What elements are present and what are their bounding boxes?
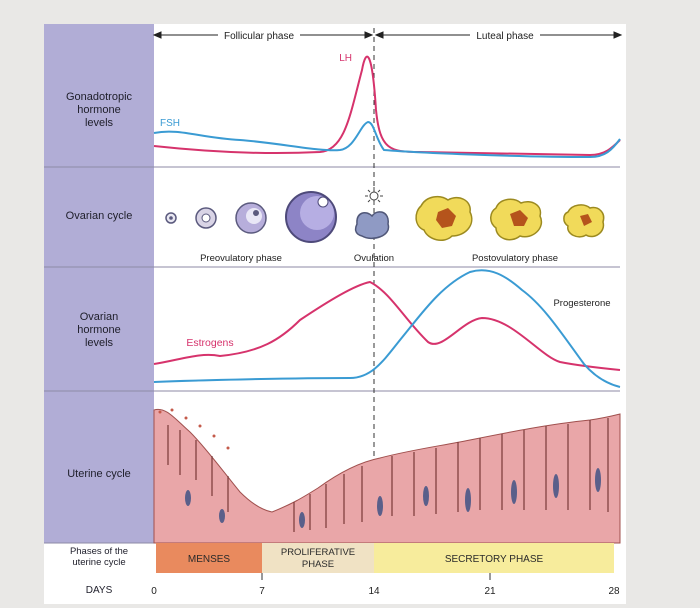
ovulation-label: Ovulation: [354, 253, 394, 264]
day-7: 7: [259, 586, 265, 597]
day-0: 0: [151, 586, 157, 597]
ovarian-cycle-label: Ovarian cycle: [44, 210, 154, 223]
fsh-curve: [153, 120, 621, 159]
ovarian-hormone-label: Ovarian hormone levels: [44, 311, 154, 350]
endometrium-illustration: [153, 408, 621, 544]
postovulatory-label: Postovulatory phase: [472, 253, 558, 264]
uterine-phases-line-2: uterine cycle: [72, 557, 126, 568]
preovulatory-label: Preovulatory phase: [200, 253, 282, 264]
uterine-phases-label: Phases of the uterine cycle: [44, 546, 154, 568]
ovarian-hormone-line-2: hormone: [77, 324, 121, 336]
estrogens-label: Estrogens: [186, 337, 233, 349]
gonadotropic-line-3: levels: [84, 117, 114, 129]
proliferative-bar: [262, 543, 374, 573]
ovarian-cycle-text: Ovarian cycle: [65, 210, 133, 222]
follicular-phase-label: Follicular phase: [224, 31, 294, 42]
progesterone-curve: [153, 269, 621, 388]
gonadotropic-line-1: Gonadotropic: [65, 91, 133, 103]
proliferative-label-line2: PHASE: [302, 559, 334, 570]
menses-bar: [156, 543, 262, 573]
label-column: [44, 24, 154, 543]
uterine-phases-line-1: Phases of the: [69, 546, 129, 557]
gonadotropic-line-2: hormone: [77, 104, 121, 116]
ovarian-hormone-line-1: Ovarian: [79, 311, 119, 323]
ovarian-hormone-line-3: levels: [84, 337, 114, 349]
gonadotropic-label: Gonadotropic hormone levels: [44, 91, 154, 130]
luteal-phase-label: Luteal phase: [476, 31, 534, 42]
days-label: DAYS: [44, 584, 154, 597]
ovulation-illustration: [354, 187, 390, 240]
ovarian-follicles: [165, 191, 337, 243]
lh-curve: [153, 55, 621, 157]
day-28: 28: [608, 586, 620, 597]
day-14: 14: [368, 586, 380, 597]
uterine-cycle-label: Uterine cycle: [44, 468, 154, 481]
menses-label: MENSES: [188, 554, 231, 565]
uterine-cycle-text: Uterine cycle: [67, 468, 131, 480]
progesterone-label: Progesterone: [553, 298, 610, 309]
corpus-luteum-illustrations: [415, 195, 605, 242]
secretory-label: SECRETORY PHASE: [445, 554, 544, 565]
day-21: 21: [484, 586, 496, 597]
lh-label: LH: [339, 53, 352, 64]
day-ticks: [261, 573, 491, 580]
estrogens-curve: [153, 280, 621, 371]
days-text: DAYS: [85, 585, 113, 596]
fsh-label: FSH: [160, 118, 180, 129]
secretory-bar: [374, 543, 614, 573]
proliferative-label-line1: PROLIFERATIVE: [281, 547, 355, 558]
phase-arrows: [152, 31, 623, 39]
